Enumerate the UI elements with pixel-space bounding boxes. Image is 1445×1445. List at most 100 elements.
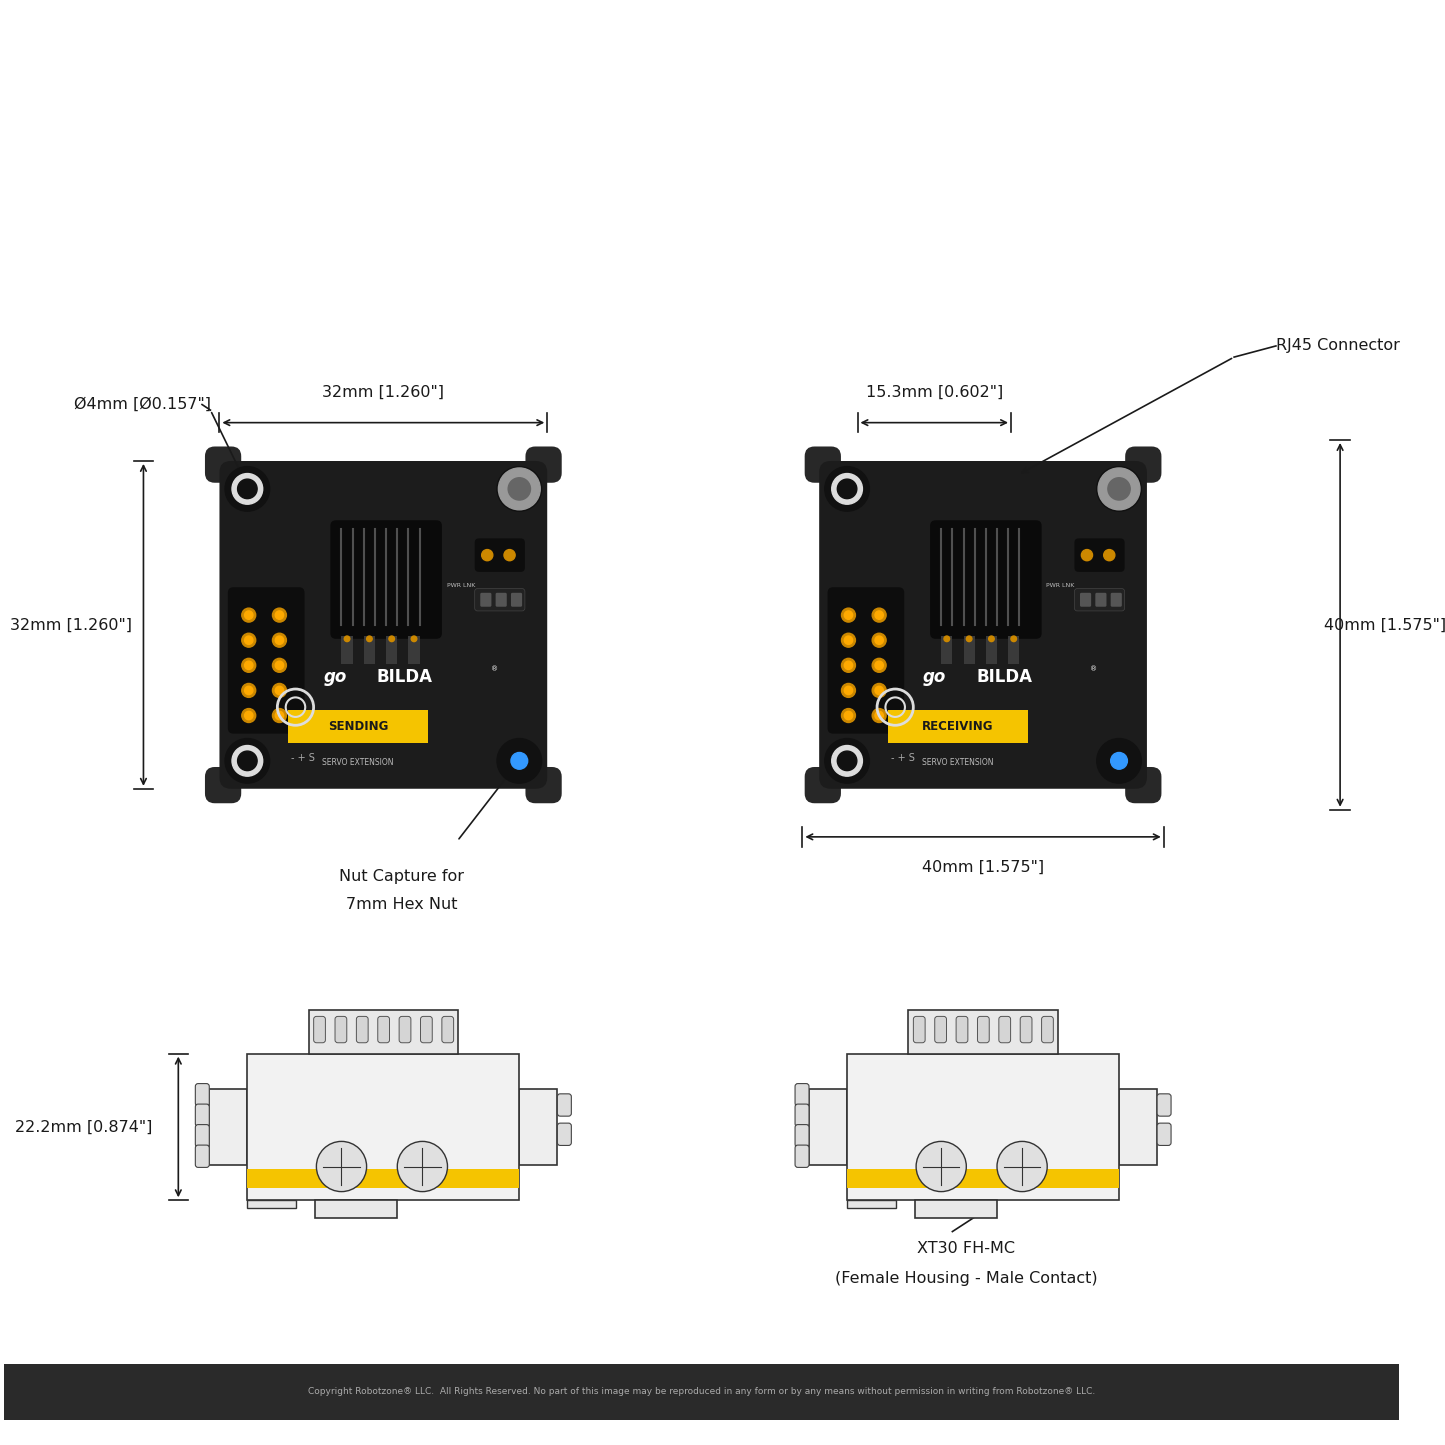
FancyBboxPatch shape (795, 1144, 809, 1168)
FancyBboxPatch shape (420, 1016, 432, 1043)
FancyBboxPatch shape (1095, 592, 1107, 607)
Circle shape (844, 711, 853, 720)
Circle shape (244, 611, 253, 620)
Circle shape (825, 467, 870, 512)
Circle shape (244, 711, 253, 720)
FancyBboxPatch shape (985, 636, 997, 663)
Text: ®: ® (1091, 666, 1098, 672)
FancyBboxPatch shape (1042, 1016, 1053, 1043)
Text: 7mm Hex Nut: 7mm Hex Nut (345, 897, 457, 912)
Circle shape (1108, 478, 1130, 500)
FancyBboxPatch shape (309, 1010, 458, 1053)
Circle shape (275, 686, 283, 695)
Circle shape (504, 549, 514, 561)
FancyBboxPatch shape (558, 1123, 571, 1146)
FancyBboxPatch shape (220, 461, 548, 789)
FancyBboxPatch shape (1157, 1094, 1170, 1116)
FancyBboxPatch shape (847, 1201, 896, 1208)
Circle shape (316, 1142, 367, 1192)
Circle shape (233, 474, 263, 504)
FancyBboxPatch shape (795, 1104, 809, 1127)
FancyBboxPatch shape (314, 1016, 325, 1043)
FancyBboxPatch shape (386, 636, 397, 663)
Circle shape (873, 683, 886, 698)
Circle shape (273, 659, 286, 672)
Circle shape (273, 608, 286, 623)
Circle shape (944, 636, 949, 642)
FancyBboxPatch shape (496, 592, 507, 607)
FancyBboxPatch shape (4, 1364, 1399, 1420)
FancyBboxPatch shape (526, 447, 562, 483)
Text: RJ45 Connector: RJ45 Connector (1276, 338, 1400, 354)
Text: ®: ® (491, 666, 499, 672)
Circle shape (876, 662, 883, 669)
FancyBboxPatch shape (364, 636, 374, 663)
Circle shape (832, 746, 863, 776)
FancyBboxPatch shape (475, 539, 525, 572)
Text: Ø4mm [Ø0.157"]: Ø4mm [Ø0.157"] (74, 397, 211, 412)
FancyBboxPatch shape (247, 1201, 296, 1208)
Circle shape (841, 659, 855, 672)
Text: XT30 FH-MC: XT30 FH-MC (918, 1241, 1016, 1256)
Circle shape (832, 474, 863, 504)
Circle shape (397, 1142, 448, 1192)
Circle shape (241, 708, 256, 722)
Circle shape (275, 636, 283, 644)
FancyBboxPatch shape (205, 447, 241, 483)
Text: SENDING: SENDING (328, 720, 389, 733)
Circle shape (873, 659, 886, 672)
Text: 40mm [1.575"]: 40mm [1.575"] (1324, 617, 1445, 633)
Circle shape (967, 636, 972, 642)
Text: PWR LNK: PWR LNK (447, 584, 475, 588)
FancyBboxPatch shape (205, 767, 241, 803)
FancyBboxPatch shape (1157, 1123, 1170, 1146)
FancyBboxPatch shape (195, 1144, 210, 1168)
Circle shape (1097, 467, 1142, 512)
Circle shape (844, 636, 853, 644)
FancyBboxPatch shape (1079, 592, 1091, 607)
Circle shape (988, 636, 994, 642)
Circle shape (844, 611, 853, 620)
FancyBboxPatch shape (195, 1084, 210, 1105)
FancyBboxPatch shape (941, 636, 952, 663)
FancyBboxPatch shape (1075, 588, 1124, 611)
Circle shape (241, 683, 256, 698)
Circle shape (876, 611, 883, 620)
FancyBboxPatch shape (228, 587, 305, 734)
Circle shape (1011, 636, 1016, 642)
FancyBboxPatch shape (977, 1016, 990, 1043)
Circle shape (1081, 549, 1092, 561)
FancyBboxPatch shape (1009, 636, 1019, 663)
Text: - + S: - + S (292, 753, 315, 763)
FancyBboxPatch shape (931, 520, 1042, 639)
FancyBboxPatch shape (335, 1016, 347, 1043)
FancyBboxPatch shape (847, 1169, 1118, 1188)
FancyBboxPatch shape (442, 1016, 454, 1043)
Circle shape (412, 636, 416, 642)
FancyBboxPatch shape (1118, 1090, 1157, 1165)
Circle shape (241, 633, 256, 647)
FancyBboxPatch shape (475, 588, 525, 611)
Circle shape (241, 659, 256, 672)
FancyBboxPatch shape (526, 767, 562, 803)
Circle shape (1111, 753, 1127, 769)
Circle shape (389, 636, 394, 642)
FancyBboxPatch shape (512, 592, 522, 607)
FancyBboxPatch shape (957, 1016, 968, 1043)
FancyBboxPatch shape (480, 592, 491, 607)
Circle shape (841, 608, 855, 623)
Circle shape (876, 636, 883, 644)
Circle shape (841, 708, 855, 722)
Circle shape (837, 751, 857, 770)
FancyBboxPatch shape (805, 767, 841, 803)
FancyBboxPatch shape (315, 1201, 397, 1218)
Circle shape (241, 608, 256, 623)
FancyBboxPatch shape (195, 1104, 210, 1127)
Circle shape (237, 751, 257, 770)
Circle shape (275, 611, 283, 620)
Text: 40mm [1.575"]: 40mm [1.575"] (922, 860, 1045, 876)
Circle shape (275, 711, 283, 720)
FancyBboxPatch shape (909, 1010, 1058, 1053)
Circle shape (841, 633, 855, 647)
Circle shape (509, 478, 530, 500)
